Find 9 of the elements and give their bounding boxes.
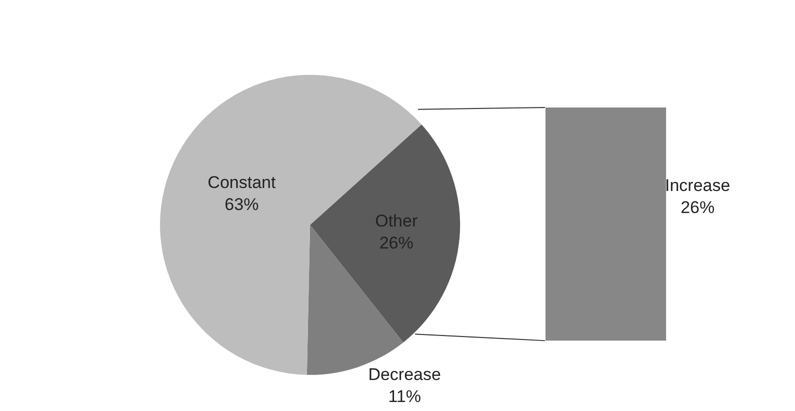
data-label: 11% xyxy=(388,387,421,406)
data-label: 63% xyxy=(224,195,259,214)
slice-label: Other xyxy=(375,212,418,231)
slice-label: Constant xyxy=(208,173,276,192)
slice-label: Decrease xyxy=(368,364,441,384)
data-label: 26% xyxy=(379,234,414,253)
category-label: Increase xyxy=(665,176,730,195)
data-label: 26% xyxy=(680,198,715,218)
pie-slice xyxy=(310,124,460,342)
